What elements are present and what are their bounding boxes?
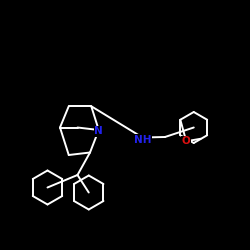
Text: NH: NH (134, 135, 151, 145)
Text: O: O (182, 136, 191, 146)
Text: N: N (94, 126, 103, 136)
